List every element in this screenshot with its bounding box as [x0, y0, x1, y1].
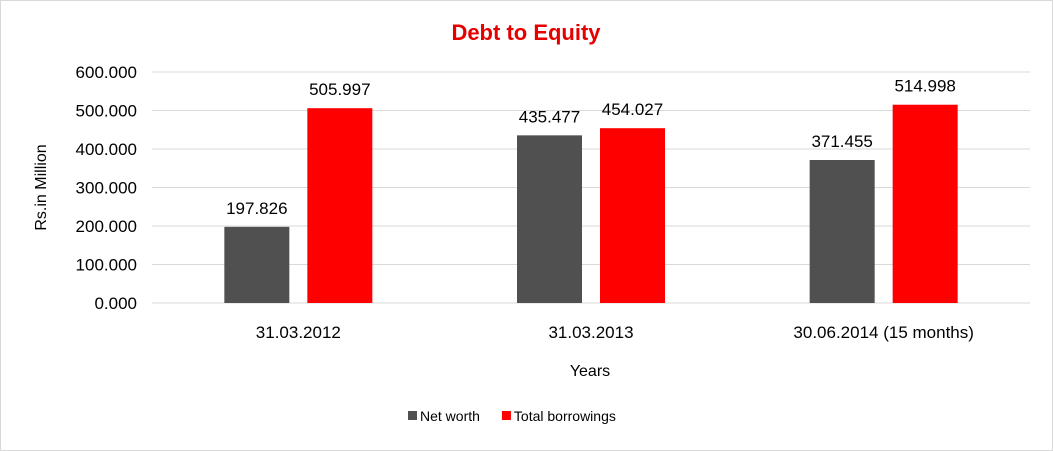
x-tick-label: 30.06.2014 (15 months): [793, 323, 974, 342]
bar: [307, 108, 373, 303]
bar: [892, 104, 958, 303]
legend-label: Net worth: [420, 408, 480, 424]
y-tick-label: 400.000: [76, 140, 137, 159]
y-tick-label: 0.000: [94, 294, 137, 313]
bar: [600, 128, 665, 303]
x-tick-label: 31.03.2012: [256, 323, 341, 342]
y-axis-title: Rs.in Million: [33, 144, 50, 230]
y-tick-label: 500.000: [76, 102, 137, 121]
bar: [224, 226, 290, 303]
y-tick-label: 600.000: [76, 63, 137, 82]
data-label: 514.998: [894, 77, 955, 96]
gridlines: [152, 71, 1030, 304]
data-label: 371.455: [811, 132, 872, 151]
bars: [224, 104, 958, 303]
x-axis-title: Years: [570, 363, 610, 380]
y-axis-ticks: 0.000 100.000 200.000 300.000 400.000 500.000…: [76, 63, 137, 313]
bar: [517, 135, 582, 303]
legend: Net worth Total borrowings: [408, 408, 616, 424]
chart-title: Debt to Equity: [451, 20, 601, 45]
legend-swatch: [501, 411, 511, 420]
legend-label: Total borrowings: [514, 408, 616, 424]
data-label: 435.477: [519, 107, 580, 126]
legend-swatch: [408, 411, 417, 420]
x-tick-label: 31.03.2013: [548, 323, 633, 342]
y-tick-label: 200.000: [76, 217, 137, 236]
bar: [809, 159, 875, 303]
data-label: 197.826: [226, 199, 287, 218]
y-tick-label: 100.000: [76, 256, 137, 275]
data-labels: 197.826 505.997 435.477 454.027 371.455 514.9…: [226, 77, 956, 218]
data-label: 454.027: [602, 100, 663, 119]
x-axis-ticks: 31.03.2012 31.03.2013 30.06.2014 (15 month…: [256, 323, 974, 342]
data-label: 505.997: [309, 80, 370, 99]
y-tick-label: 300.000: [76, 179, 137, 198]
